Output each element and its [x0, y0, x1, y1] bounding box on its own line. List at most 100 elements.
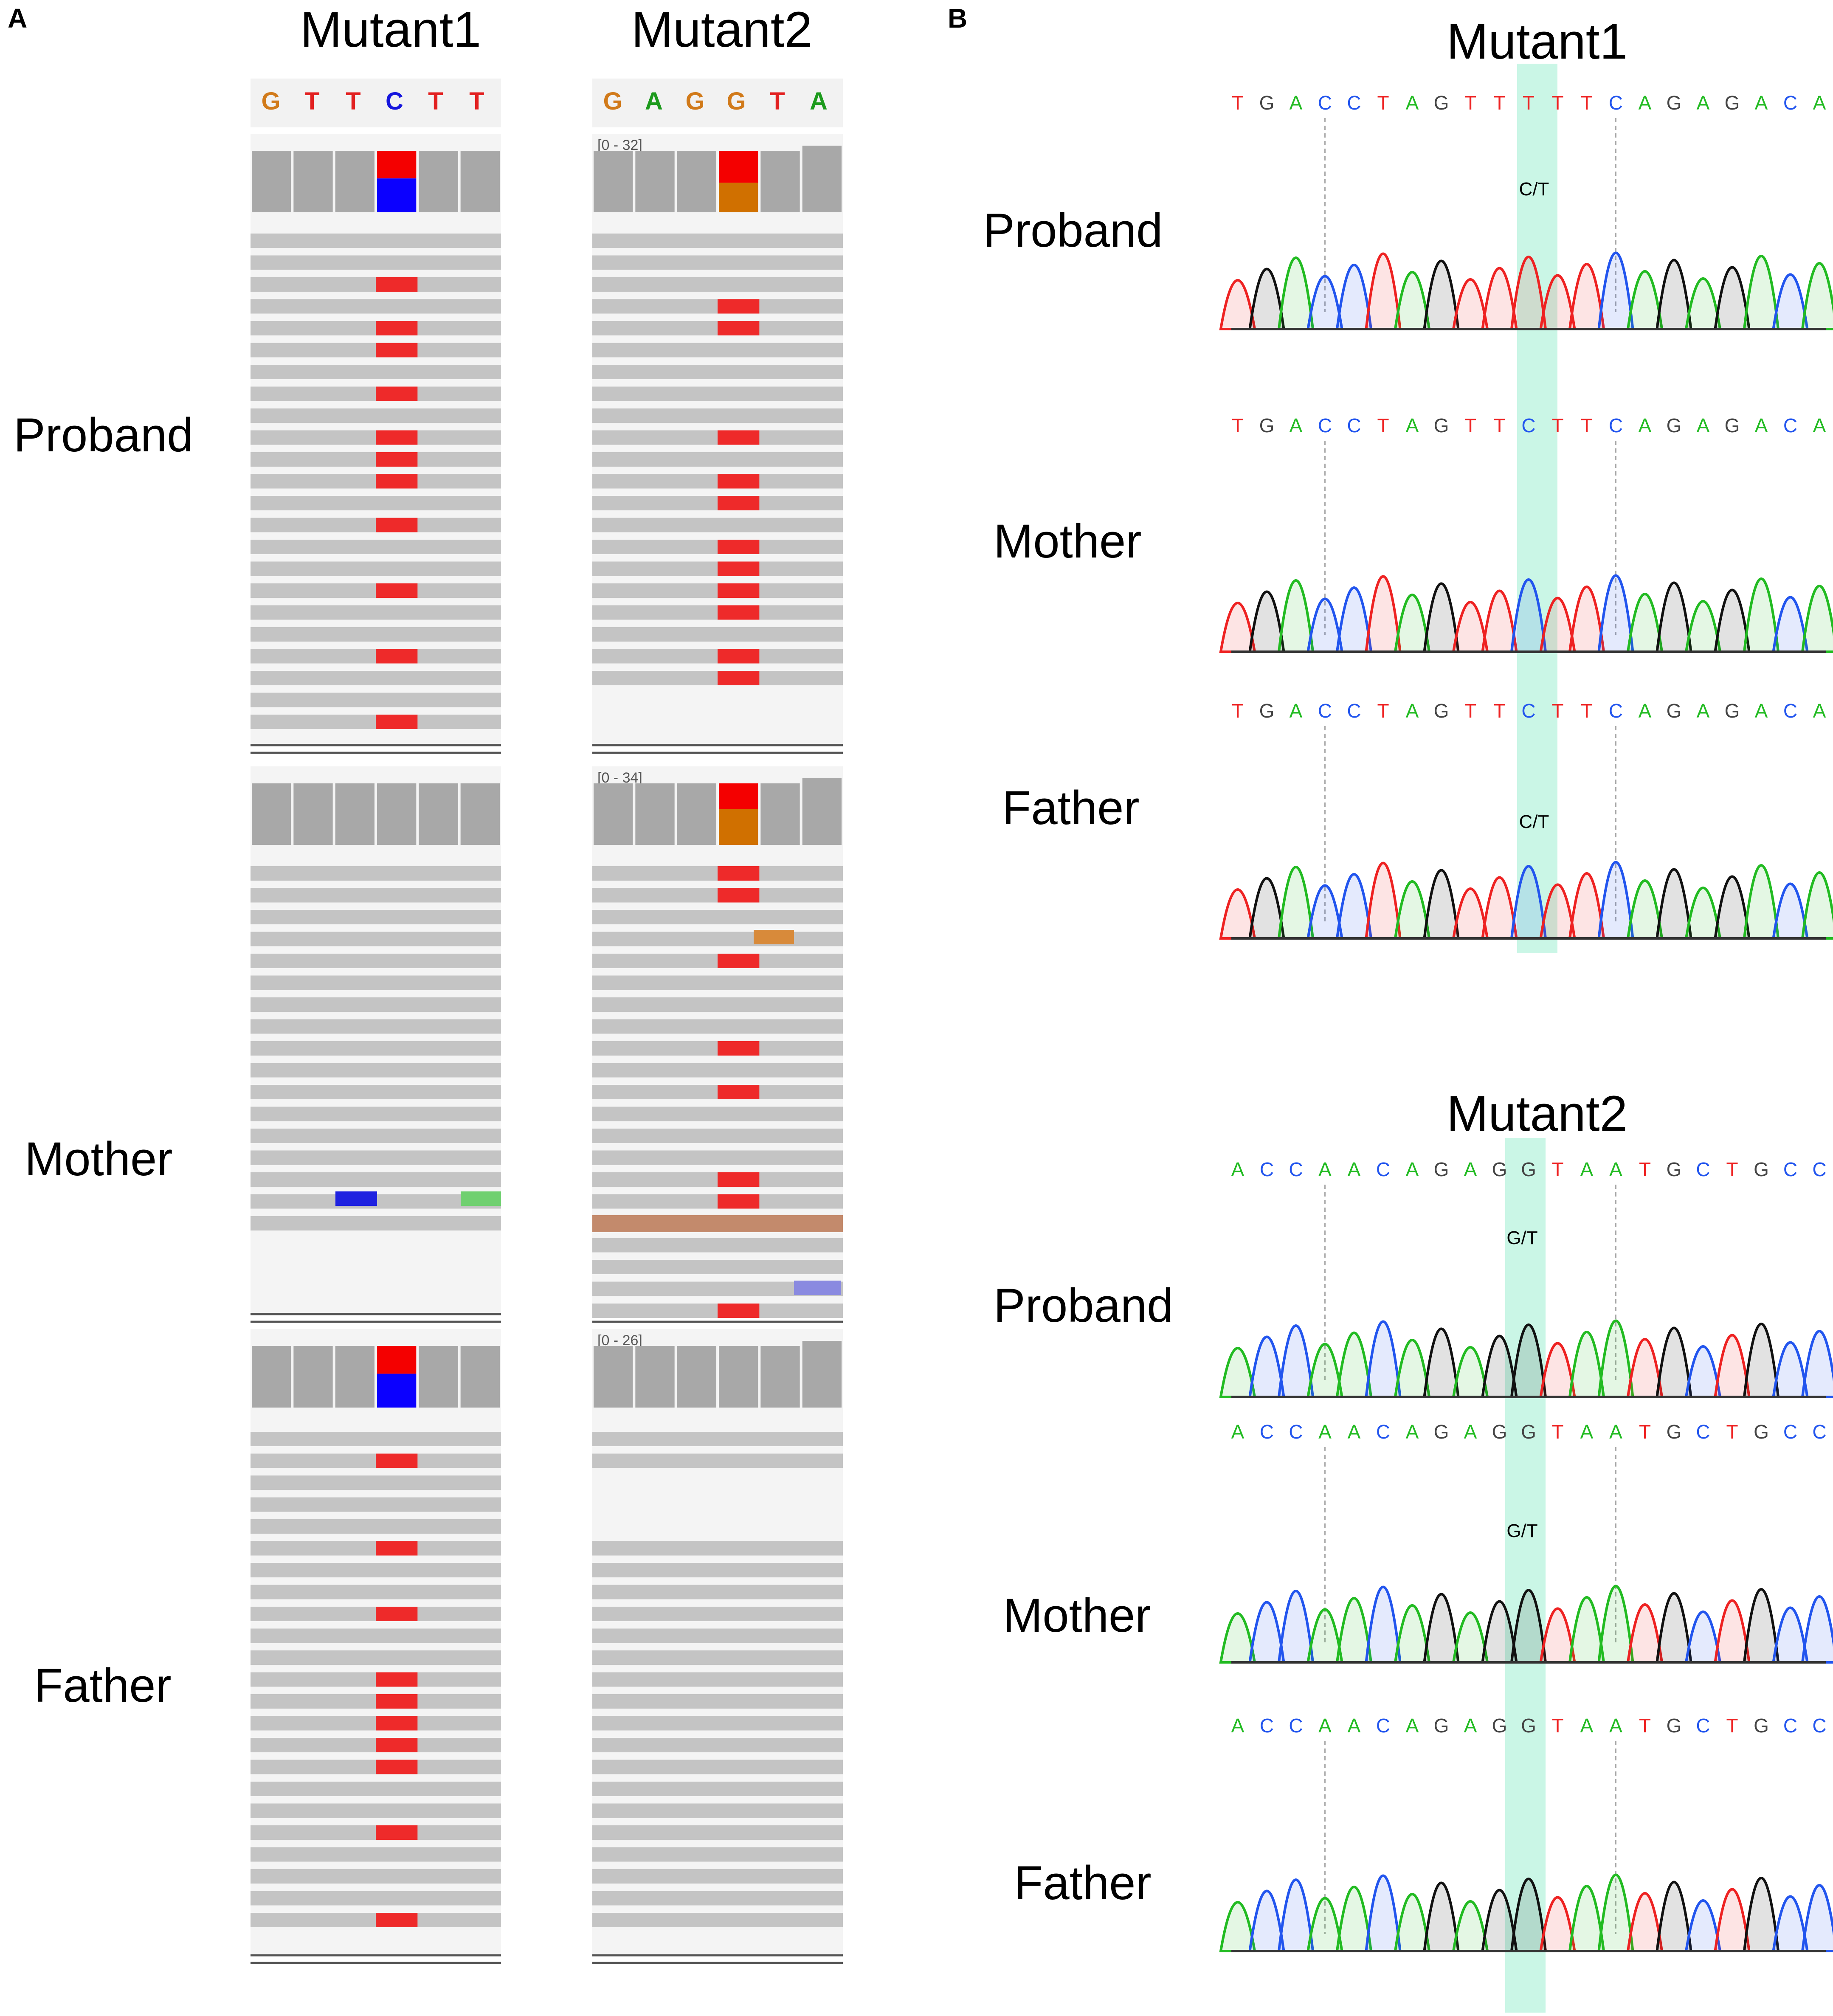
read-insertion-bar [592, 1215, 843, 1232]
trace-peak [1771, 273, 1809, 330]
read [251, 365, 501, 379]
sequence-base: C [1609, 414, 1623, 436]
read-mismatch [718, 430, 760, 445]
sequence-base: C [1812, 1715, 1826, 1737]
read-mismatch [718, 561, 760, 576]
trace-peak [1743, 255, 1780, 330]
sequence-base: A [1318, 1715, 1332, 1737]
read [592, 1432, 843, 1446]
b-m1-label-mother: Mother [994, 515, 1142, 568]
read [251, 693, 501, 707]
read-mismatch [376, 1607, 418, 1621]
trace-peak [1306, 1608, 1344, 1664]
read [251, 1497, 501, 1512]
sequence-base: T [1377, 92, 1389, 114]
trace-peak [1684, 277, 1722, 330]
trace-peak [1656, 259, 1692, 330]
trace-peak [1714, 1334, 1751, 1398]
sequence-base: C [1783, 92, 1797, 114]
read-mismatch [376, 715, 418, 729]
trace-peak [1248, 1601, 1285, 1664]
read [592, 386, 843, 401]
track-bg [251, 766, 501, 1314]
sequence-base: T [1232, 700, 1244, 722]
trace-peak [1335, 264, 1373, 330]
trace-peak [1743, 864, 1780, 940]
trace-peak [1801, 1330, 1833, 1398]
read [251, 866, 501, 881]
coverage-bar [594, 783, 633, 845]
read-mismatch [376, 1453, 418, 1468]
read-mismatch [718, 605, 760, 620]
read [592, 1782, 843, 1796]
read-mismatch-blue [335, 1191, 377, 1206]
ref-header-bg [592, 79, 843, 127]
read-mismatch [376, 452, 418, 467]
sequence-base: T [1232, 414, 1244, 436]
sequence-base: T [1551, 414, 1563, 436]
read [592, 1628, 843, 1643]
trace-peak [1394, 880, 1431, 940]
trace-peak [1743, 1323, 1780, 1398]
trace-peak [1714, 588, 1751, 653]
read [251, 1107, 501, 1121]
ref-base-C: C [386, 87, 403, 115]
trace-peak [1394, 594, 1431, 653]
read [592, 234, 843, 248]
m1-father-reads [251, 1432, 501, 1927]
trace-peak [1568, 1885, 1605, 1952]
read [251, 408, 501, 423]
sequence-base: C [1521, 700, 1535, 722]
trace-peak [1539, 1342, 1577, 1398]
read [251, 1869, 501, 1884]
coverage-bar [635, 1346, 675, 1408]
trace-peak [1743, 577, 1780, 653]
trace-peak [1597, 1319, 1634, 1398]
read [592, 365, 843, 379]
trace-peak [1626, 1892, 1664, 1952]
trace-peak [1801, 1884, 1833, 1952]
sequence-base: A [1697, 92, 1710, 114]
read-mismatch [718, 1304, 760, 1318]
trace-peak [1248, 1889, 1285, 1952]
sequence-base: A [1348, 1421, 1361, 1443]
read [592, 1650, 843, 1665]
read-mismatch [718, 649, 760, 664]
coverage-bar-variant-b [377, 1374, 417, 1408]
read [251, 1650, 501, 1665]
sequence-base: T [1581, 92, 1593, 114]
coverage-bar [677, 783, 716, 845]
trace-peak [1801, 871, 1833, 940]
ref-base-T: T [428, 87, 443, 115]
trace-peak [1394, 1604, 1431, 1664]
trace-peak [1306, 275, 1344, 330]
b-m1-label-proband: Proband [983, 204, 1163, 257]
sequence-base: C [1347, 414, 1361, 436]
chromatogram-proband: T G A C C T A G T T T T T C A G A G A C AC/T [1219, 92, 1833, 330]
read-mismatch [718, 1085, 760, 1099]
panel-b-letter: B [948, 3, 968, 34]
read-mismatch [376, 583, 418, 598]
sequence-base: A [1755, 700, 1768, 722]
read [251, 954, 501, 968]
coverage-bar [335, 1346, 374, 1408]
trace-peak [1626, 879, 1664, 940]
sequence-base: G [1521, 1421, 1536, 1443]
trace-peak [1684, 887, 1722, 940]
sequence-base: C [1783, 1421, 1797, 1443]
trace-peak [1656, 1881, 1692, 1952]
sequence-base: A [1609, 1158, 1622, 1180]
coverage-bar [252, 783, 291, 845]
sequence-base: C [1376, 1715, 1390, 1737]
sequence-base: G [1492, 1158, 1507, 1180]
sequence-base: G [1434, 1715, 1449, 1737]
trace-peak [1801, 585, 1833, 653]
sequence-base: G [1667, 1158, 1682, 1180]
read-mismatch [376, 474, 418, 489]
trace-peak [1277, 256, 1315, 330]
read [251, 1519, 501, 1534]
sequence-base: C [1521, 414, 1535, 436]
read [592, 255, 843, 270]
